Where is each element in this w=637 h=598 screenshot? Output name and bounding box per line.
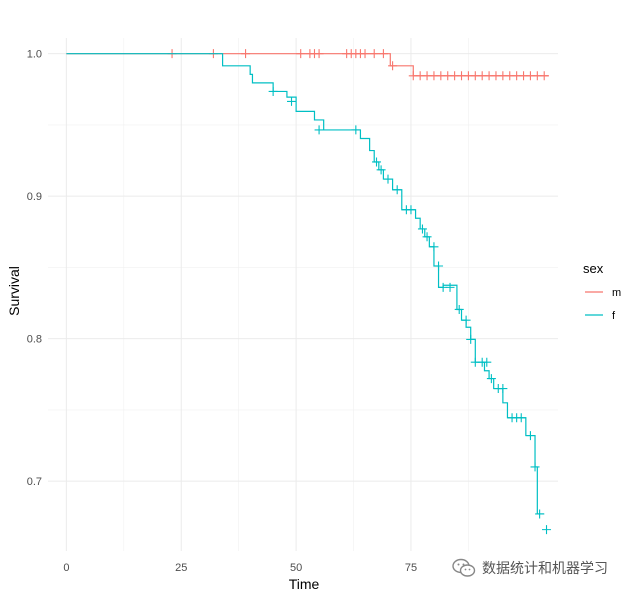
y-axis-title: Survival [6,266,22,316]
censor-mark [525,431,535,441]
censor-mark [466,334,476,344]
x-tick-label: 75 [405,562,417,574]
censor-mark [530,462,540,472]
censor-mark [376,165,386,175]
censor-mark [434,261,444,271]
survival-curve-f [66,53,545,515]
x-axis-title: Time [289,576,320,592]
censor-mark [445,282,455,292]
censor-mark [535,509,545,519]
legend-label-f: f [612,310,616,322]
censor-mark [417,224,427,234]
censor-mark [461,315,471,325]
censor-mark [296,49,306,59]
censor-mark [241,49,251,59]
censor-mark [542,525,552,535]
censor-mark [383,174,393,184]
watermark: 数据统计和机器学习 [452,558,608,578]
series-m [66,49,549,81]
censor-mark [360,49,370,59]
censor-mark [486,374,496,384]
censor-mark [351,125,361,135]
censor-mark [454,304,464,314]
censor-mark [369,49,379,59]
legend-label-m: m [612,287,621,299]
x-tick-label: 0 [63,562,69,574]
watermark-text: 数据统计和机器学习 [482,561,608,577]
censor-mark [392,185,402,195]
x-tick-label: 25 [175,562,187,574]
censor-mark [406,205,416,215]
y-tick-label: 1.0 [27,49,42,61]
censor-mark [372,157,382,167]
grid [48,38,558,551]
survival-curve-m [66,53,549,77]
censor-mark [378,49,388,59]
censor-mark [314,125,324,135]
wechat-icon [452,558,476,577]
x-tick-label: 50 [290,562,302,574]
legend: sex mf [583,261,621,322]
y-tick-label: 0.7 [27,476,42,488]
censor-mark [268,86,278,96]
censor-mark [429,242,439,252]
censor-mark [388,61,398,71]
censor-mark [516,413,526,423]
censor-mark [422,232,432,242]
censor-mark [287,96,297,106]
censor-mark [482,357,492,367]
series-f [66,53,552,535]
y-tick-label: 0.9 [27,191,42,203]
censor-mark [314,49,324,59]
censor-mark [498,384,508,394]
tick-labels: 0 25 50 75 0.7 0.8 0.9 1.0 [27,49,417,574]
series-layer [66,49,552,535]
legend-title: sex [583,261,604,276]
censor-mark [539,71,549,81]
y-tick-label: 0.8 [27,334,42,346]
